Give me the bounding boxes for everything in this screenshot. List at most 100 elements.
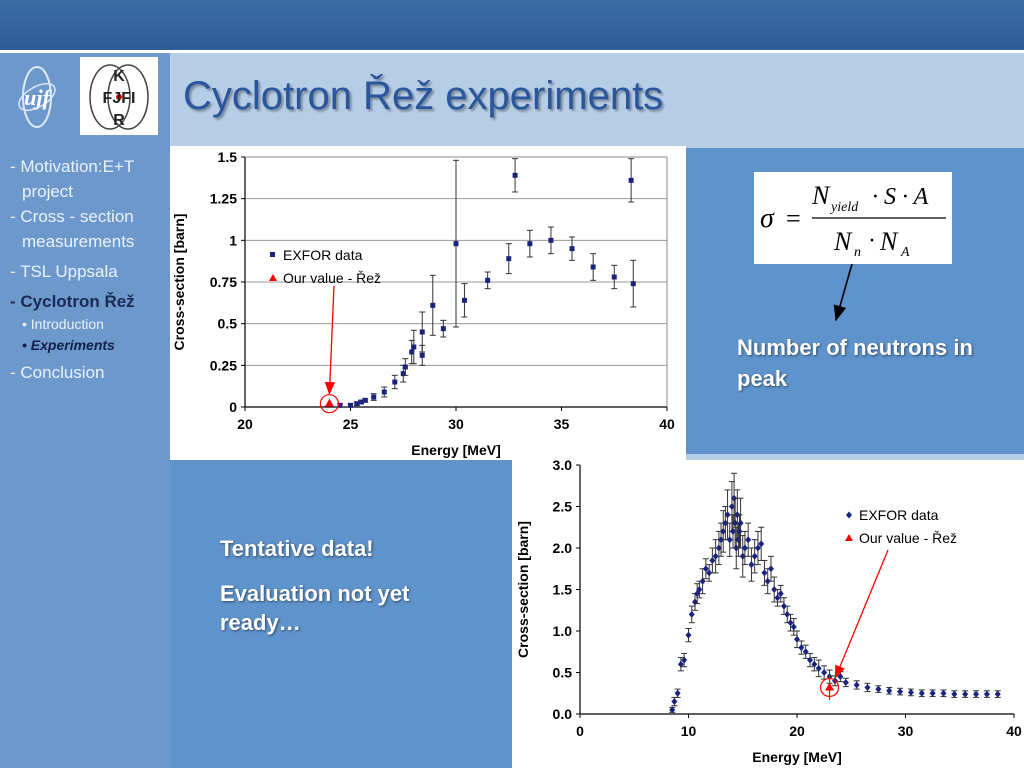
sidebar-nav: - Motivation:E+T project - Cross - secti… (10, 154, 170, 385)
chart1-exfor-point (453, 241, 459, 247)
chart1-xlabel: Energy [MeV] (411, 442, 500, 458)
chart2-ytick-label: 2.0 (553, 540, 573, 556)
chart1-exfor-point (485, 277, 491, 283)
chart2-exfor-point (811, 660, 818, 668)
chart2-exfor-point (918, 689, 925, 697)
chart1-exfor-point (409, 349, 415, 355)
chart2-exfor-point (699, 577, 706, 585)
chart2-exfor-point (787, 619, 794, 627)
formula-num-n: N (811, 181, 831, 210)
chart2-exfor-point (733, 544, 740, 552)
chart2-exfor-point (706, 569, 713, 577)
chart2-exfor-point (758, 540, 765, 548)
chart1-exfor-point (527, 241, 533, 247)
chart2-exfor-point (764, 577, 771, 585)
chart2-exfor-point (735, 536, 742, 544)
chart1-exfor-point (506, 256, 512, 262)
chart1-xtick-label: 35 (554, 416, 570, 432)
chart-top-svg: 0 0.25 0.5 0.75 1 1.25 1.5 20 25 30 35 40 Energy [Me… (171, 149, 675, 458)
chart1-exfor-point (402, 364, 408, 370)
chart1-exfor-point (362, 397, 368, 403)
chart2-legend-our-label: Our value - Řež (859, 530, 957, 546)
chart1-exfor-point (337, 402, 343, 408)
chart1-ytick-label: 0 (229, 399, 237, 415)
chart1-legend-exfor-marker (270, 252, 275, 257)
chart2-legend-exfor-label: EXFOR data (859, 507, 939, 523)
chart2-exfor-point (722, 519, 729, 527)
chart2-xtick-label: 10 (681, 723, 697, 739)
nav-item-motivation-cont[interactable]: project (22, 182, 74, 201)
nav-item-motivation[interactable]: - Motivation:E+T (10, 157, 135, 176)
nav-sub-introduction[interactable]: • Introduction (22, 316, 104, 332)
chart1-our-arrow (324, 285, 336, 395)
chart2-ytick-label: 3.0 (553, 460, 573, 473)
formula-den-dot: · (868, 228, 876, 254)
fjfi-logo-r: R (113, 112, 125, 129)
chart2-exfor-point (842, 678, 849, 686)
chart2-legend-exfor-marker (846, 511, 852, 519)
chart2-exfor-point (724, 511, 731, 519)
chart1-exfor-point (392, 379, 398, 385)
chart2-exfor-point (875, 685, 882, 693)
chart2-exfor-point (741, 544, 748, 552)
chart2-exfor-point (751, 552, 758, 560)
chart-top: 0 0.25 0.5 0.75 1 1.25 1.5 20 25 30 35 40 Energy [Me… (170, 146, 686, 460)
chart2-exfor-point (951, 690, 958, 698)
chart2-our-point (825, 682, 835, 691)
chart2-exfor-point (973, 690, 980, 698)
chart2-exfor-point (726, 536, 733, 544)
chart1-xtick-label: 30 (448, 416, 464, 432)
chart2-our-highlight-circle (819, 677, 840, 698)
sidebar (0, 53, 170, 768)
chart2-exfor-point (671, 698, 678, 706)
chart2-legend-our-marker (845, 534, 853, 541)
nav-item-tsl-uppsala[interactable]: - TSL Uppsala (10, 262, 118, 281)
chart2-exfor-point (748, 561, 755, 569)
chart2-exfor-point (784, 610, 791, 618)
chart2-exfor-point (718, 536, 725, 544)
chart2-exfor-point (983, 690, 990, 698)
chart-bottom: 0.0 0.5 1.0 1.5 2.0 2.5 3.0 0 10 20 30 40 Energy [Me… (512, 460, 1024, 768)
chart2-exfor-point (677, 660, 684, 668)
chart1-exfor-point (630, 281, 636, 287)
chart2-exfor-point (940, 689, 947, 697)
note-evaluation: Evaluation not yet ready… (220, 581, 410, 635)
formula-num-sub: yield (829, 200, 859, 215)
chart2-xtick-label: 40 (1006, 723, 1022, 739)
nav-item-cross-section-cont[interactable]: measurements (22, 232, 135, 251)
chart2-exfor-point (994, 690, 1001, 698)
chart2-xtick-label: 20 (789, 723, 805, 739)
chart1-exfor-point (430, 302, 436, 308)
chart2-exfor-point (696, 586, 703, 593)
chart1-ytick-label: 1.5 (218, 149, 238, 165)
nav-item-cyclotron[interactable]: - Cyclotron Řež (10, 292, 135, 311)
chart2-ytick-label: 2.5 (553, 499, 573, 515)
chart2-exfor-point (685, 631, 692, 639)
formula-equals: = (786, 204, 801, 233)
chart1-exfor-point (400, 371, 406, 377)
chart1-our-point (324, 398, 334, 407)
nav-sub-experiments[interactable]: • Experiments (22, 337, 115, 353)
chart2-ytick-label: 1.0 (553, 623, 573, 639)
chart2-exfor-point (745, 536, 752, 544)
chart2-exfor-point (761, 569, 768, 577)
chart2-our-arrow (834, 549, 889, 679)
nav-item-cross-section[interactable]: - Cross - section (10, 207, 134, 226)
chart2-exfor-point (728, 503, 735, 510)
chart2-exfor-point (715, 544, 722, 552)
chart2-exfor-point (692, 598, 699, 606)
chart1-exfor-point (419, 329, 425, 335)
chart2-exfor-point (771, 586, 778, 593)
chart1-ytick-label: 0.5 (218, 316, 238, 332)
chart2-ytick-label: 0.0 (553, 706, 573, 722)
chart1-xtick-label: 40 (659, 416, 675, 432)
chart1-ytick-label: 0.25 (210, 357, 237, 373)
notes-panel (170, 460, 512, 768)
notes-text: Tentative data! Evaluation not yet ready… (220, 534, 480, 653)
nav-item-conclusion[interactable]: - Conclusion (10, 363, 105, 382)
chart1-exfor-point (628, 177, 634, 183)
chart1-exfor-point (611, 274, 617, 280)
chart1-exfor-point (348, 402, 353, 408)
chart1-exfor-point (461, 297, 467, 303)
chart1-ytick-label: 1.25 (210, 191, 237, 207)
